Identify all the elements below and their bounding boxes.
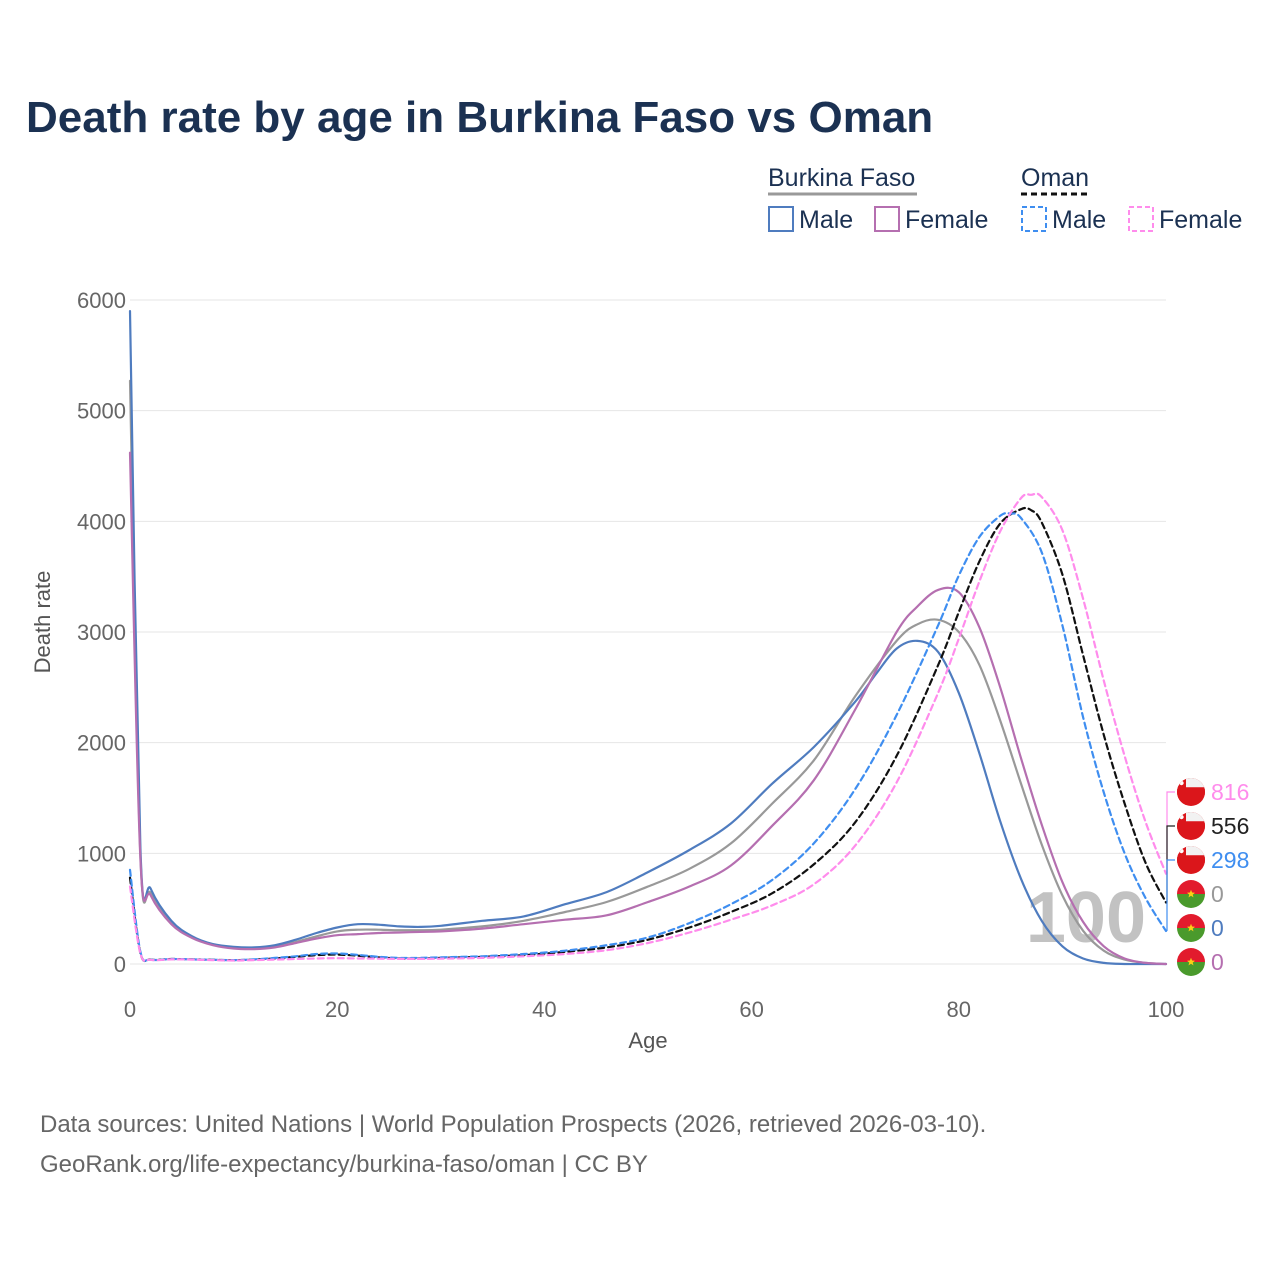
- legend-label-oman-male[interactable]: Male: [1052, 206, 1106, 234]
- x-tick-label: 100: [1148, 997, 1185, 1022]
- end-label-2: 298: [1177, 846, 1249, 874]
- x-tick-label: 80: [947, 997, 971, 1022]
- oman-flag-icon: [1177, 778, 1205, 806]
- burkina-faso-flag-icon: [1177, 948, 1205, 976]
- x-tick-label: 20: [325, 997, 349, 1022]
- gridlines: [130, 299, 1166, 965]
- burkina-faso-flag-icon: [1177, 880, 1205, 908]
- source-line-2[interactable]: GeoRank.org/life-expectancy/burkina-faso…: [40, 1151, 648, 1178]
- legend-group-burkina-faso: Burkina Faso: [768, 164, 915, 192]
- oman-flag-icon: [1177, 812, 1205, 840]
- end-label-value: 816: [1211, 779, 1249, 805]
- series-lines: [128, 310, 1168, 966]
- end-label-value: 0: [1211, 949, 1224, 975]
- end-label-1: 556: [1177, 812, 1249, 840]
- y-tick-label: 0: [114, 952, 126, 977]
- x-tick-label: 0: [124, 997, 136, 1022]
- series-line-burkina-faso-total[interactable]: [128, 379, 1168, 966]
- y-tick-label: 6000: [77, 288, 126, 313]
- end-label-value: 0: [1211, 915, 1224, 941]
- series-line-burkina-faso-male[interactable]: [128, 310, 1168, 966]
- series-line-oman-male[interactable]: [128, 511, 1168, 962]
- end-labels: 816 556 298 0 0 0: [1166, 778, 1249, 976]
- burkina-faso-flag-icon: [1177, 914, 1205, 942]
- legend-group-oman: Oman: [1021, 164, 1089, 192]
- legend-swatch-oman-male[interactable]: [1021, 206, 1047, 232]
- x-tick-label: 60: [739, 997, 763, 1022]
- end-label-leader: [1166, 791, 1175, 874]
- end-label-3: 0: [1177, 880, 1224, 908]
- y-tick-label: 5000: [77, 399, 126, 424]
- legend-label-burkina-faso-male[interactable]: Male: [799, 206, 853, 234]
- legend-swatch-burkina-faso-male[interactable]: [768, 206, 794, 232]
- end-label-0: 816: [1177, 778, 1249, 806]
- legend-swatch-burkina-faso-female[interactable]: [874, 206, 900, 232]
- end-label-leader: [1166, 825, 1175, 903]
- end-label-4: 0: [1177, 914, 1224, 942]
- legend: Burkina Faso Oman Male Female Male Femal…: [768, 164, 1242, 234]
- y-tick-label: 4000: [77, 509, 126, 534]
- end-label-5: 0: [1177, 948, 1224, 976]
- highlight-age-label: 100: [1026, 878, 1146, 958]
- end-label-leader: [1166, 859, 1175, 931]
- y-tick-label: 3000: [77, 620, 126, 645]
- x-axis-ticks: 0 20 40 60 80 100: [124, 997, 1184, 1022]
- chart-title: Death rate by age in Burkina Faso vs Oma…: [26, 93, 933, 142]
- end-label-value: 0: [1211, 881, 1224, 907]
- oman-flag-icon: [1177, 846, 1205, 874]
- end-label-value: 298: [1211, 847, 1249, 873]
- end-label-value: 556: [1211, 813, 1249, 839]
- series-line-oman-female[interactable]: [128, 492, 1168, 962]
- legend-label-oman-female[interactable]: Female: [1159, 206, 1242, 234]
- x-tick-label: 40: [532, 997, 556, 1022]
- source-line-1: Data sources: United Nations | World Pop…: [40, 1111, 986, 1138]
- y-axis-ticks: 0 1000 2000 3000 4000 5000 6000: [77, 288, 126, 977]
- series-line-oman-total[interactable]: [128, 506, 1168, 963]
- y-tick-label: 2000: [77, 731, 126, 756]
- series-line-burkina-faso-female[interactable]: [128, 451, 1168, 966]
- y-tick-label: 1000: [77, 841, 126, 866]
- x-axis-title: Age: [628, 1028, 667, 1053]
- legend-swatch-oman-female[interactable]: [1128, 206, 1154, 232]
- legend-label-burkina-faso-female[interactable]: Female: [905, 206, 988, 234]
- y-axis-title: Death rate: [30, 571, 55, 674]
